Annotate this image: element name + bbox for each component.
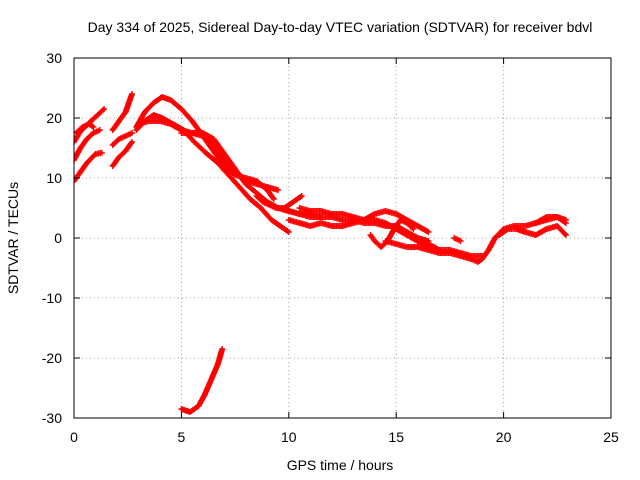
data-point-markers [109, 130, 135, 148]
data-series [74, 149, 105, 184]
data-series [178, 346, 226, 415]
data-point-markers [74, 127, 103, 163]
y-tick-label: 10 [46, 170, 62, 186]
data-point-markers [403, 232, 486, 259]
x-axis-label: GPS time / hours [287, 457, 394, 473]
x-tick-label: 5 [178, 429, 186, 445]
data-point-markers [74, 149, 105, 184]
data-point-markers [109, 139, 135, 169]
data-point-markers [74, 121, 97, 136]
data-series [451, 235, 464, 244]
data-series [74, 121, 97, 136]
x-tick-label: 15 [388, 429, 404, 445]
data-series [403, 232, 486, 259]
y-tick-label: -20 [42, 350, 62, 366]
x-tick-label: 0 [70, 429, 78, 445]
y-tick-label: -30 [42, 410, 62, 426]
data-series [109, 130, 135, 148]
x-tick-label: 25 [603, 429, 619, 445]
tick-layer: 0 5 10 15 20 25 -30 -20 -10 0 10 20 30 [42, 50, 619, 445]
data-series [109, 91, 135, 133]
data-series [178, 130, 282, 193]
grid-layer [74, 58, 611, 418]
data-layer [74, 91, 569, 415]
data-series [532, 214, 569, 226]
y-tick-label: 30 [46, 50, 62, 66]
data-series [296, 205, 432, 235]
x-tick-label: 20 [496, 429, 512, 445]
data-point-markers [532, 214, 569, 226]
y-tick-label: 20 [46, 110, 62, 126]
data-point-markers [496, 223, 569, 238]
data-point-markers [178, 346, 226, 415]
y-tick-label: 0 [54, 230, 62, 246]
data-point-markers [178, 130, 282, 193]
data-point-markers [296, 205, 432, 235]
data-series [496, 223, 569, 238]
x-tick-label: 10 [281, 429, 297, 445]
data-point-markers [451, 235, 464, 244]
chart-title: Day 334 of 2025, Sidereal Day-to-day VTE… [88, 19, 593, 35]
data-series [74, 127, 103, 163]
y-axis-label: SDTVAR / TECUs [5, 182, 21, 294]
y-tick-label: -10 [42, 290, 62, 306]
data-series [109, 139, 135, 169]
data-point-markers [109, 91, 135, 133]
